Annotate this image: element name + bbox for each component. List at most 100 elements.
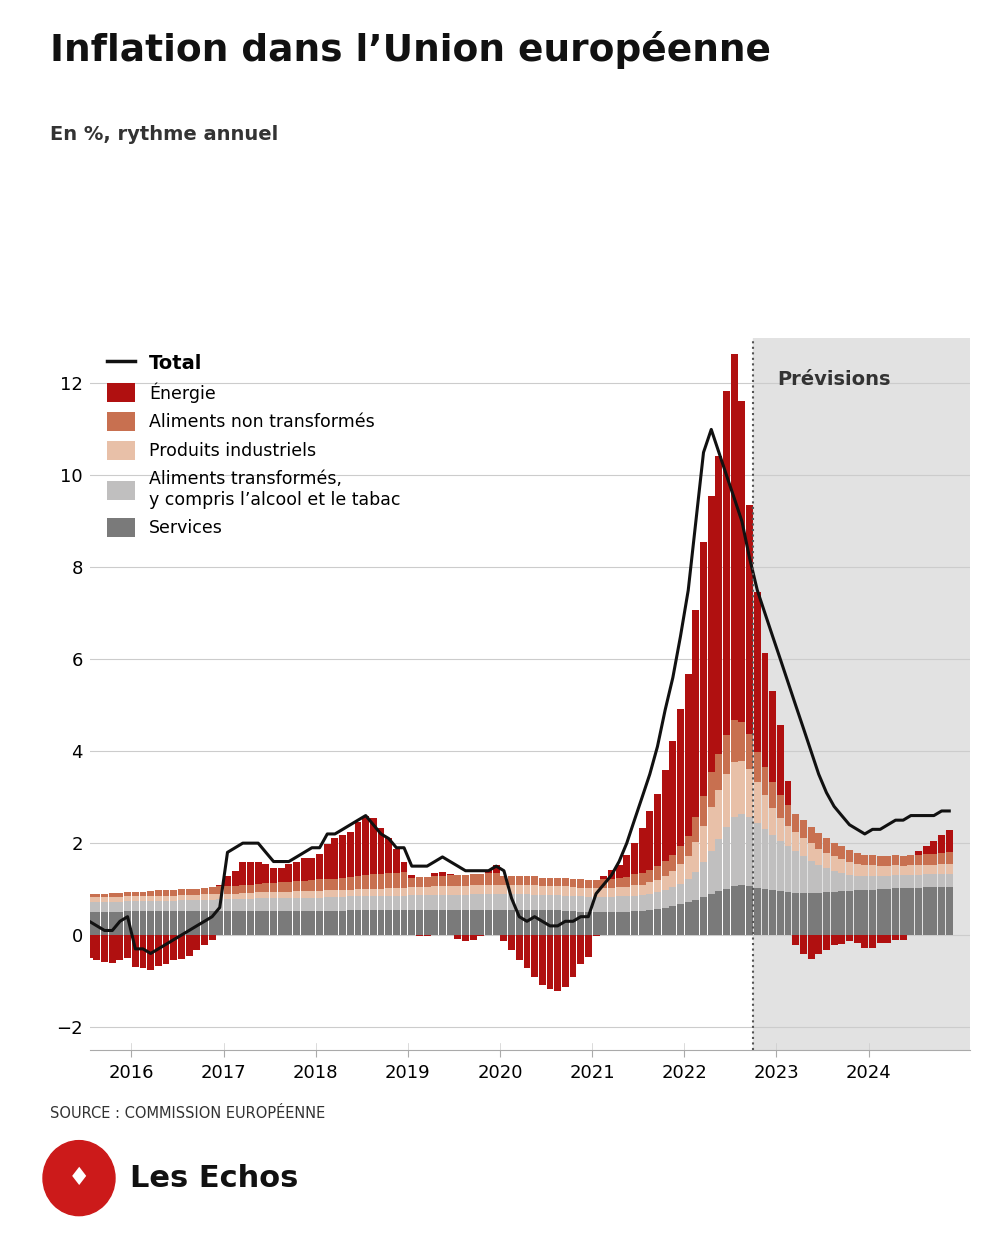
Bar <box>232 871 239 886</box>
Bar <box>178 889 185 895</box>
Bar <box>700 542 707 796</box>
Bar <box>101 902 108 911</box>
Bar <box>639 872 646 885</box>
Bar <box>915 888 922 935</box>
Bar <box>808 935 815 959</box>
Bar <box>623 896 630 911</box>
Bar <box>247 861 254 885</box>
Bar <box>800 892 807 935</box>
Bar <box>78 902 85 911</box>
Bar <box>838 891 845 935</box>
Bar <box>815 935 822 955</box>
Bar <box>163 895 169 900</box>
Bar <box>285 881 292 891</box>
Bar <box>170 895 177 900</box>
Bar <box>193 889 200 895</box>
Bar <box>631 895 638 911</box>
Bar <box>600 876 607 880</box>
Bar <box>224 899 231 911</box>
Bar <box>669 855 676 871</box>
Bar <box>439 872 446 876</box>
Bar <box>454 910 461 935</box>
Bar <box>646 882 653 894</box>
Bar <box>316 891 323 898</box>
Bar <box>339 898 346 911</box>
Bar <box>170 900 177 911</box>
Bar <box>685 674 692 836</box>
Bar <box>531 935 538 978</box>
Bar <box>846 891 853 935</box>
Bar <box>262 892 269 899</box>
Bar <box>754 888 761 935</box>
Bar <box>669 888 676 906</box>
Bar <box>593 912 600 935</box>
Bar <box>485 874 492 885</box>
Bar <box>101 894 108 898</box>
Bar <box>746 886 753 935</box>
Bar <box>593 898 600 912</box>
Bar <box>646 811 653 870</box>
Bar <box>224 876 231 886</box>
Bar <box>301 898 308 911</box>
Bar <box>892 865 899 875</box>
Bar <box>86 902 93 911</box>
Bar <box>301 858 308 881</box>
Bar <box>815 892 822 935</box>
Bar <box>531 885 538 895</box>
Bar <box>355 821 361 876</box>
Bar <box>477 885 484 894</box>
Bar <box>777 795 784 818</box>
Bar <box>562 911 569 935</box>
Bar <box>232 886 239 894</box>
Bar <box>408 886 415 895</box>
Bar <box>585 912 592 935</box>
Text: Les Echos: Les Echos <box>130 1164 298 1192</box>
Bar <box>485 910 492 935</box>
Bar <box>285 911 292 935</box>
Bar <box>439 895 446 910</box>
Bar <box>78 898 85 902</box>
Bar <box>124 935 131 958</box>
Bar <box>454 886 461 895</box>
Bar <box>493 874 500 885</box>
Bar <box>393 888 400 895</box>
Bar <box>838 846 845 859</box>
Bar <box>792 851 799 892</box>
Bar <box>662 908 669 935</box>
Bar <box>516 876 523 885</box>
Bar <box>915 851 922 855</box>
Bar <box>646 894 653 910</box>
Bar <box>877 876 884 889</box>
Bar <box>186 895 193 900</box>
Bar <box>662 861 669 876</box>
Bar <box>308 898 315 911</box>
Bar <box>124 892 131 896</box>
Bar <box>723 735 730 774</box>
Bar <box>723 889 730 935</box>
Bar <box>600 880 607 889</box>
Bar <box>715 839 722 891</box>
Bar <box>216 886 223 894</box>
Bar <box>55 899 62 902</box>
Bar <box>462 895 469 910</box>
Bar <box>362 875 369 889</box>
Bar <box>93 935 100 960</box>
Bar <box>861 935 868 948</box>
Bar <box>301 891 308 898</box>
Bar <box>239 911 246 935</box>
Bar <box>938 835 945 852</box>
Bar <box>831 871 838 891</box>
Bar <box>677 864 684 884</box>
Bar <box>301 911 308 935</box>
Bar <box>838 935 845 944</box>
Bar <box>116 911 123 935</box>
Bar <box>838 872 845 891</box>
Bar <box>393 849 400 872</box>
Bar <box>355 910 361 935</box>
Bar <box>861 876 868 890</box>
Bar <box>639 828 646 872</box>
Bar <box>362 910 369 935</box>
Bar <box>431 876 438 886</box>
Bar <box>631 911 638 935</box>
Bar <box>823 892 830 935</box>
